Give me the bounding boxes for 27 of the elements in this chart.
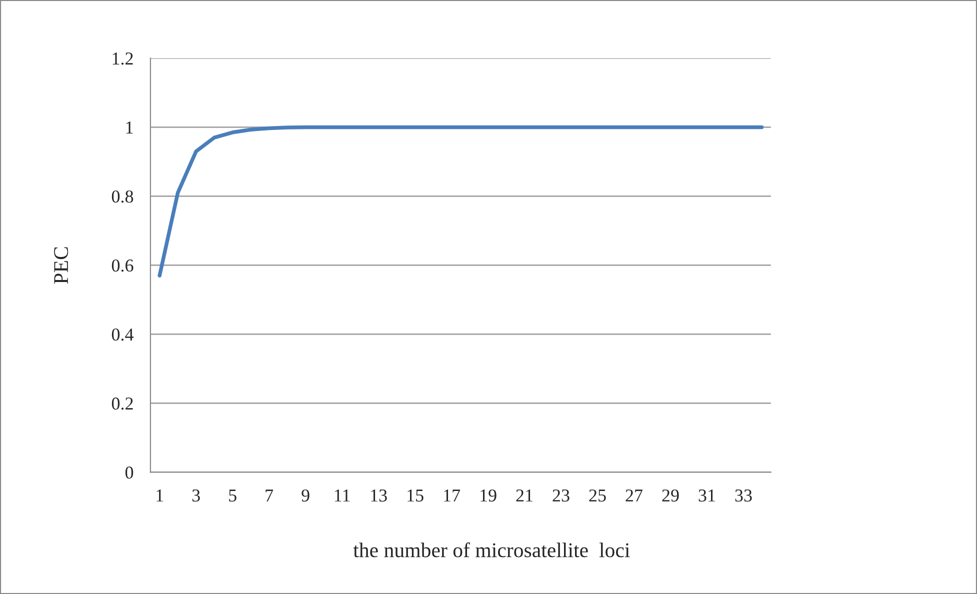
y-tick-label: 0.8: [112, 190, 134, 203]
x-tick-label: 21: [516, 489, 532, 502]
x-tick-label: 27: [626, 489, 643, 502]
x-tick-label: 19: [480, 489, 496, 502]
x-axis-title: the number of microsatellite loci: [353, 542, 630, 558]
x-tick-label: 23: [552, 489, 570, 502]
y-tick-label: 0.4: [112, 328, 134, 341]
x-tick-label: 33: [735, 489, 752, 502]
x-tick-label: 5: [229, 490, 236, 502]
y-tick-label: 1.2: [112, 52, 133, 65]
y-tick-label: 0.6: [112, 259, 134, 272]
y-tick-label: 1: [126, 122, 133, 134]
x-tick-label: 11: [334, 490, 350, 502]
x-tick-label: 13: [371, 489, 387, 502]
y-tick-label: 0.2: [112, 397, 133, 410]
y-axis-title: PEC: [54, 247, 68, 284]
y-tick-label: 0: [125, 466, 134, 479]
line-series: [158, 125, 764, 278]
x-tick-label: 3: [192, 489, 200, 502]
x-tick-label: 29: [662, 489, 679, 502]
x-tick-label: 9: [302, 489, 310, 502]
x-tick-label: 31: [698, 489, 715, 502]
x-tick-label: 25: [589, 489, 606, 502]
x-tick-label: 17: [444, 490, 460, 502]
x-tick-label: 1: [156, 490, 164, 502]
x-tick-label: 15: [408, 490, 424, 502]
x-tick-label: 7: [266, 490, 274, 502]
